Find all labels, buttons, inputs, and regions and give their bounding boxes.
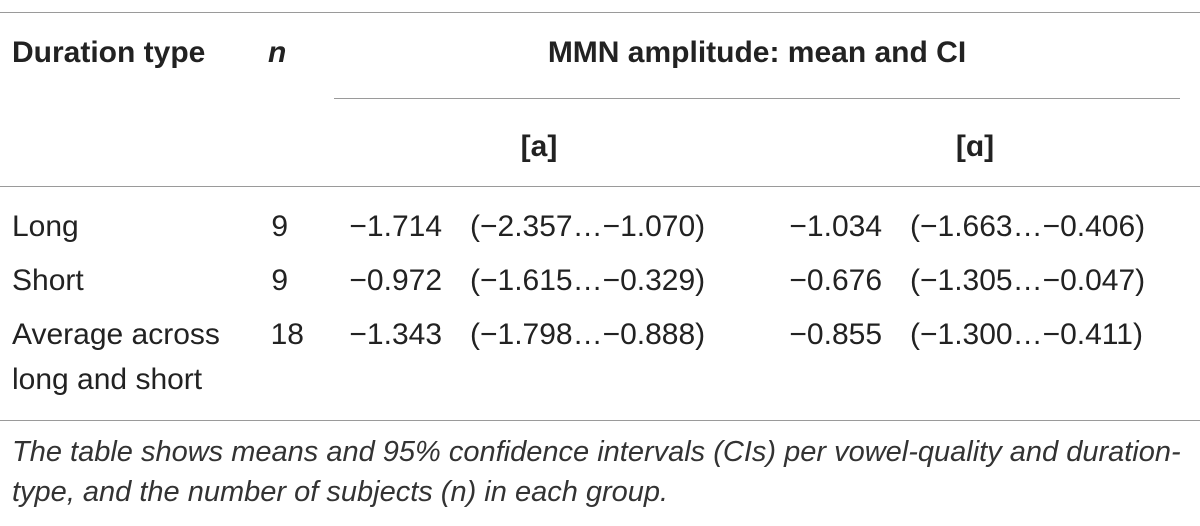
alpha-ci: (−1.300…−0.411) bbox=[910, 318, 1143, 351]
a-mean: −1.343 bbox=[349, 318, 442, 351]
header-n: n bbox=[268, 36, 287, 69]
row-n: 9 bbox=[271, 210, 288, 243]
subheader-a: [a] bbox=[520, 130, 558, 163]
top-rule bbox=[0, 12, 1200, 13]
group-underline bbox=[334, 98, 1180, 99]
a-ci: (−2.357…−1.070) bbox=[470, 210, 706, 243]
table-footnote: The table shows means and 95% confidence… bbox=[12, 436, 1181, 508]
header-bottom-rule bbox=[0, 186, 1200, 187]
header-duration-type: Duration type bbox=[12, 36, 206, 69]
alpha-mean: −0.855 bbox=[789, 318, 882, 351]
body-bottom-rule bbox=[0, 420, 1200, 421]
header-mmn-amplitude: MMN amplitude: mean and CI bbox=[547, 36, 967, 69]
row-n: 9 bbox=[271, 264, 288, 297]
a-ci: (−1.615…−0.329) bbox=[470, 264, 706, 297]
row-label: Short bbox=[12, 264, 84, 297]
row-label-line1: Average across bbox=[12, 318, 220, 351]
subheader-alpha: [ɑ] bbox=[955, 130, 995, 163]
alpha-mean: −1.034 bbox=[789, 210, 882, 243]
alpha-ci: (−1.305…−0.047) bbox=[910, 264, 1146, 297]
row-n: 18 bbox=[270, 318, 304, 351]
row-label-line2: long and short bbox=[12, 363, 203, 396]
alpha-ci: (−1.663…−0.406) bbox=[910, 210, 1146, 243]
a-mean: −1.714 bbox=[349, 210, 442, 243]
a-ci: (−1.798…−0.888) bbox=[470, 318, 706, 351]
a-mean: −0.972 bbox=[349, 264, 442, 297]
row-label: Long bbox=[12, 210, 79, 243]
alpha-mean: −0.676 bbox=[789, 264, 882, 297]
